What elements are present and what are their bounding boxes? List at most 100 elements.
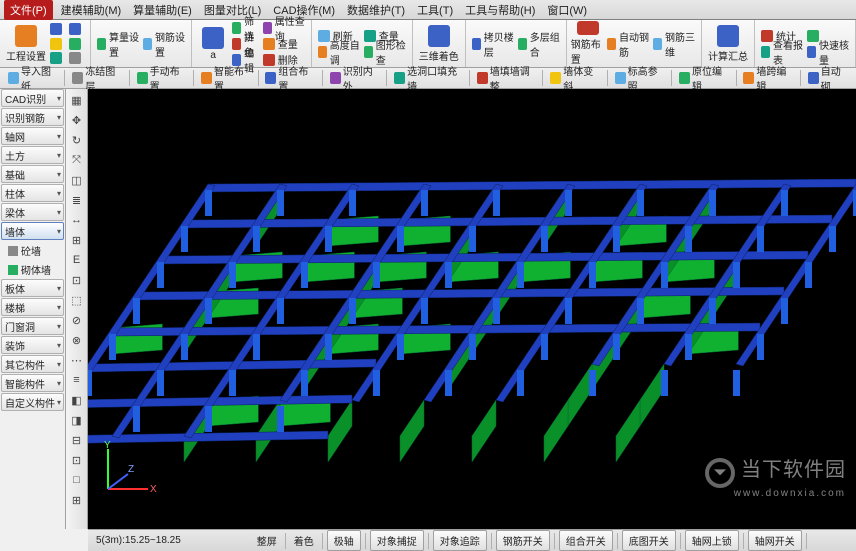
category-item[interactable]: CAD识别▾ (1, 89, 64, 107)
vtool-button[interactable]: ≣ (68, 191, 86, 209)
ribbon-small-button[interactable]: 拷贝楼层 (470, 36, 516, 51)
toolbar-icon (137, 72, 148, 84)
status-bar: 5(3m):15.25~18.25 整屏着色极轴对象捕捉对象追踪钢筋开关组合开关底… (88, 529, 856, 551)
category-item[interactable]: 自定义构件▾ (1, 393, 64, 411)
ribbon-icon (761, 46, 770, 58)
vtool-button[interactable]: ⊟ (68, 431, 86, 449)
status-toggle[interactable]: 对象捕捉 (370, 530, 424, 551)
status-toggle[interactable]: 底图开关 (622, 530, 676, 551)
category-item[interactable]: 轴网▾ (1, 127, 64, 145)
vtool-button[interactable]: ⤧ (68, 151, 86, 169)
ribbon-small-button[interactable] (67, 22, 86, 36)
ribbon-small-button[interactable]: 查量 (261, 36, 307, 51)
category-item[interactable]: 楼梯▾ (1, 298, 64, 316)
status-toggle[interactable]: 对象追踪 (433, 530, 487, 551)
category-item[interactable]: 板体▾ (1, 279, 64, 297)
ribbon-small-button[interactable]: 查看报表 (759, 44, 805, 59)
status-coords: 5(3m):15.25~18.25 (92, 535, 185, 546)
vtool-button[interactable]: ◫ (68, 171, 86, 189)
ribbon-button[interactable]: 计算汇总 (706, 21, 750, 66)
vtool-button[interactable]: ◨ (68, 411, 86, 429)
ribbon-small-button[interactable]: 多层组合 (516, 36, 562, 51)
vtool-button[interactable]: ≡ (68, 371, 86, 389)
ribbon-label: 计算汇总 (708, 48, 748, 63)
menu-item[interactable]: 文件(P) (4, 0, 53, 20)
ribbon-label: 三维着色 (419, 48, 459, 63)
status-toggle[interactable]: 整屏 (253, 533, 281, 548)
ribbon-small-button[interactable]: 算量设置 (95, 36, 141, 51)
vtool-button[interactable]: ⊘ (68, 311, 86, 329)
ribbon-button[interactable]: 工程设置 (4, 21, 48, 66)
ribbon-group: 钢筋布置自动钢筋钢筋三维 (567, 20, 702, 67)
category-label: 墙体 (5, 224, 25, 239)
category-item[interactable]: 基础▾ (1, 165, 64, 183)
status-toggle[interactable]: 轴网上锁 (685, 530, 739, 551)
category-item[interactable]: 其它构件▾ (1, 355, 64, 373)
category-item[interactable]: 门窗洞▾ (1, 317, 64, 335)
chevron-icon: ▾ (57, 398, 61, 407)
menu-item[interactable]: 建模辅助(M) (55, 0, 128, 20)
vtool-button[interactable]: E (68, 251, 86, 269)
ribbon-small-button[interactable] (67, 37, 86, 51)
vtool-button[interactable]: □ (68, 471, 86, 489)
menu-item[interactable]: 算量辅助(E) (127, 0, 198, 20)
category-item[interactable]: 智能构件▾ (1, 374, 64, 392)
status-toggle[interactable]: 极轴 (327, 530, 361, 551)
category-label: 轴网 (5, 129, 25, 144)
ribbon-group: 计算汇总 (702, 20, 755, 67)
status-toggle[interactable]: 着色 (290, 533, 318, 548)
ribbon-icon (653, 38, 662, 50)
category-item[interactable]: 土方▾ (1, 146, 64, 164)
ribbon-small-button[interactable] (48, 22, 67, 36)
subcategory-item[interactable]: 砌体墙 (0, 260, 65, 279)
ribbon-small-button[interactable]: 钢筋设置 (141, 36, 187, 51)
vtool-button[interactable]: ✥ (68, 111, 86, 129)
ribbon-small-button[interactable]: 图形检查 (362, 44, 408, 59)
status-toggle[interactable]: 组合开关 (559, 530, 613, 551)
ribbon-button[interactable]: 三维着色 (417, 21, 461, 66)
toolbar-icon (477, 72, 488, 84)
category-item[interactable]: 识别钢筋▾ (1, 108, 64, 126)
ribbon-small-button[interactable]: 快速核量 (805, 44, 851, 59)
ribbon-button[interactable]: 钢筋布置 (571, 21, 605, 66)
ribbon-small-button[interactable] (48, 37, 67, 51)
vtool-button[interactable]: ↻ (68, 131, 86, 149)
chevron-icon: ▾ (57, 151, 61, 160)
category-label: 梁体 (5, 205, 25, 220)
vtool-button[interactable]: ⊞ (68, 491, 86, 509)
chevron-icon: ▾ (57, 189, 61, 198)
menu-item[interactable]: 窗口(W) (541, 0, 593, 20)
vtool-button[interactable]: ⊡ (68, 271, 86, 289)
3d-viewport[interactable]: X Y Z 当下软件园 www.downxia.com (88, 89, 856, 529)
vtool-button[interactable]: ↔ (68, 211, 86, 229)
category-item[interactable]: 梁体▾ (1, 203, 64, 221)
category-icon (8, 246, 18, 256)
category-item[interactable]: 柱体▾ (1, 184, 64, 202)
vtool-button[interactable]: ⊗ (68, 331, 86, 349)
menu-item[interactable]: 工具(T) (411, 0, 459, 20)
subcategory-item[interactable]: 砼墙 (0, 241, 65, 260)
chevron-icon: ▾ (57, 113, 61, 122)
menu-item[interactable]: 数据维护(T) (341, 0, 411, 20)
ribbon-icon (364, 46, 373, 58)
ribbon-small-button[interactable]: 钢筋三维 (651, 36, 697, 51)
ribbon-small-button[interactable]: 自动钢筋 (605, 36, 651, 51)
ribbon-icon (50, 38, 62, 50)
ribbon-icon (263, 38, 275, 50)
vtool-button[interactable]: ⊡ (68, 451, 86, 469)
vtool-button[interactable]: ◧ (68, 391, 86, 409)
menu-item[interactable]: 工具与帮助(H) (459, 0, 541, 20)
category-item[interactable]: 装饰▾ (1, 336, 64, 354)
vtool-button[interactable]: ▦ (68, 91, 86, 109)
category-item[interactable]: 墙体▾ (1, 222, 64, 240)
vtool-button[interactable]: ⋯ (68, 351, 86, 369)
vtool-button[interactable]: ⬚ (68, 291, 86, 309)
ribbon-small-button[interactable]: 属性查询 (261, 20, 307, 35)
main-area: CAD识别▾识别钢筋▾轴网▾土方▾基础▾柱体▾梁体▾墙体▾砼墙砌体墙板体▾楼梯▾… (0, 89, 856, 529)
status-toggle[interactable]: 钢筋开关 (496, 530, 550, 551)
category-label: 楼梯 (5, 300, 25, 315)
ribbon-small-button[interactable]: 高度自调 (316, 44, 362, 59)
vtool-button[interactable]: ⊞ (68, 231, 86, 249)
status-toggle[interactable]: 轴网开关 (748, 530, 802, 551)
ribbon-button[interactable]: a (196, 21, 230, 66)
